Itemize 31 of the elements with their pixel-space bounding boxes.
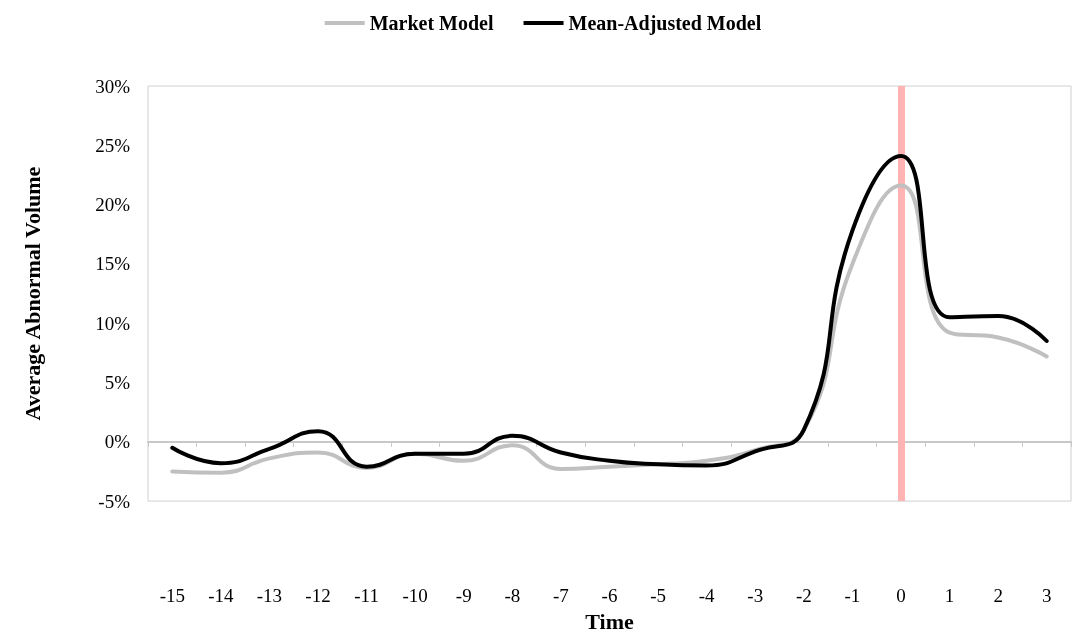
y-tick-label: 30% [95, 75, 131, 97]
x-tick-label: -5 [650, 585, 666, 607]
legend-label: Market Model [369, 12, 494, 34]
y-tick-label: 25% [95, 134, 131, 156]
x-axis-title: Time [585, 608, 634, 634]
y-tick-label: -5% [98, 490, 131, 512]
x-tick-label: 1 [944, 585, 955, 607]
legend-label: Mean-Adjusted Model [568, 12, 762, 35]
x-tick-label: -4 [698, 585, 716, 607]
y-tick-label: 10% [95, 312, 131, 334]
x-tick-label: -12 [305, 585, 331, 607]
x-tick-label: 0 [896, 585, 906, 607]
x-tick-label: -6 [601, 585, 618, 607]
x-tick-label: -11 [354, 585, 379, 607]
y-tick-label: 15% [95, 253, 131, 275]
x-tick-label: -15 [159, 585, 185, 607]
x-tick-label: 3 [1041, 585, 1052, 607]
x-tick-label: -14 [208, 585, 235, 607]
x-tick-label: -2 [795, 585, 812, 607]
y-tick-label: 20% [95, 194, 131, 216]
x-tick-label: -3 [747, 585, 764, 607]
x-tick-label: -10 [402, 585, 428, 607]
x-tick-label: -1 [844, 585, 861, 607]
x-tick-label: -7 [553, 585, 569, 607]
x-tick-label: 2 [993, 585, 1003, 607]
y-tick-label: 5% [104, 372, 131, 393]
x-tick-label: -8 [504, 585, 521, 607]
y-tick-label: 0% [104, 431, 131, 453]
y-axis-title: Average Abnormal Volume [19, 166, 45, 421]
x-tick-label: -13 [256, 585, 283, 607]
x-tick-label: -9 [455, 585, 472, 607]
